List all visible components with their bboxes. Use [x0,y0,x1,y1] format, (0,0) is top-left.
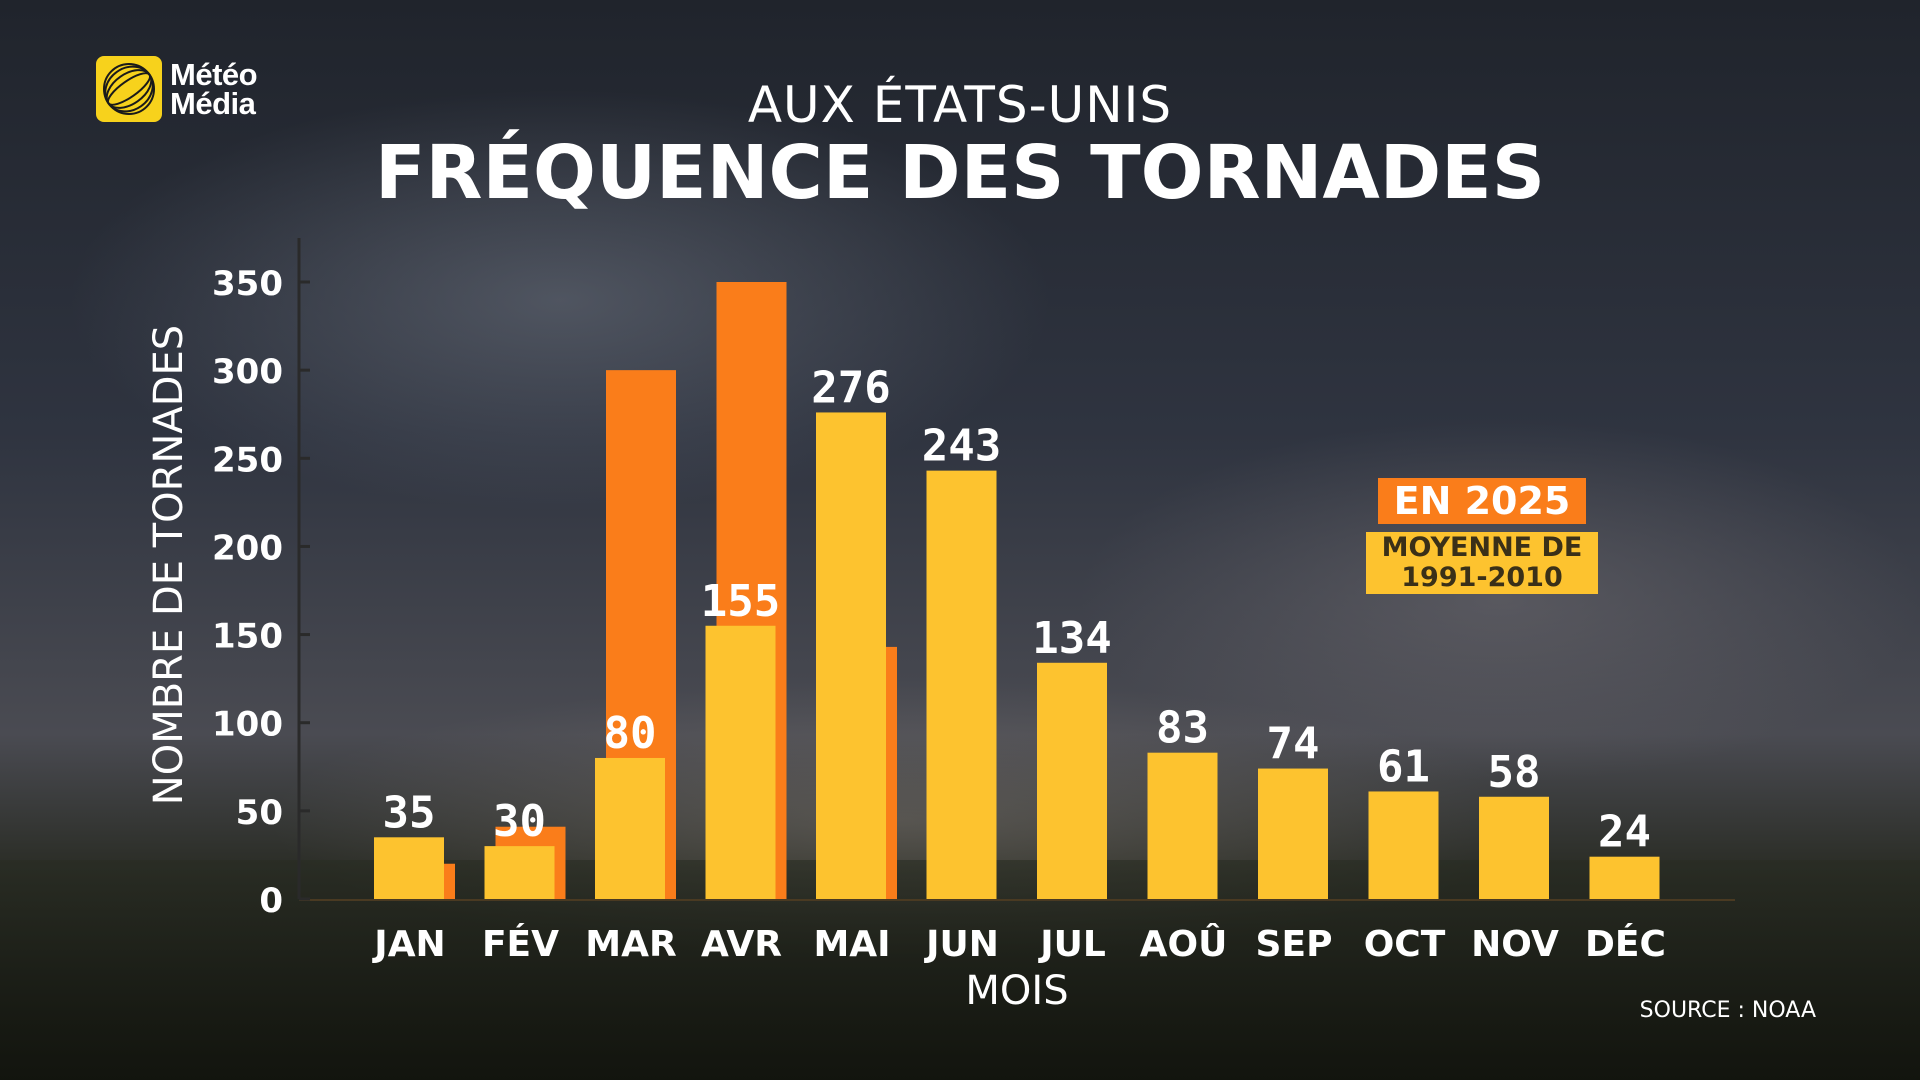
x-tick-label-aoû: AOÛ [1140,923,1228,965]
bar-average-déc [1589,856,1660,899]
bar-average-mar [595,757,665,899]
logo-line-1: Météo [170,57,258,92]
data-label-oct: 61 [1377,741,1430,792]
data-label-aoû: 83 [1156,703,1209,754]
x-tick-label-jun: JUN [923,924,999,965]
data-label-nov: 58 [1488,747,1541,798]
chart-title: FRÉQUENCE DES TORNADES [374,130,1546,216]
x-tick-label-déc: DÉC [1585,923,1666,965]
y-tick-label: 350 [212,264,283,304]
data-label-jun: 243 [922,421,1001,472]
legend-average: MOYENNE DE 1991-2010 [1366,532,1598,594]
bar-average-fév [484,846,555,899]
y-tick-label: 0 [259,881,283,921]
y-tick-label: 150 [212,617,283,657]
bar-average-oct [1368,791,1439,899]
x-axis-label: MOIS [965,968,1069,1014]
logo-line-2: Média [170,86,256,121]
bar-average-sep [1258,768,1328,899]
legend-average-line2: 1991-2010 [1401,562,1563,593]
meteomedia-logo: Météo Média [96,56,258,122]
data-label-mai: 276 [811,362,890,413]
x-tick-label-mai: MAI [813,924,890,965]
x-tick-label-oct: OCT [1364,924,1446,965]
globe-icon [96,56,162,122]
x-tick-label-avr: AVR [701,924,782,965]
x-tick-label-jul: JUL [1037,924,1106,965]
data-label-mar: 80 [604,708,657,759]
bar-average-jun [926,470,997,899]
bar-average-jan [374,837,444,899]
bar-average-avr [705,625,776,899]
y-tick-label: 200 [212,528,283,568]
legend-2025: EN 2025 [1378,478,1586,524]
bar-average-jul [1037,662,1107,899]
bar-average-aoû [1147,752,1218,899]
bar-average-mai [816,412,886,899]
chart-subtitle: AUX ÉTATS-UNIS [747,76,1173,134]
data-label-avr: 155 [701,576,780,627]
data-label-sep: 74 [1267,719,1320,770]
y-tick-label: 300 [212,352,283,392]
y-tick-label: 250 [212,440,283,480]
data-label-déc: 24 [1598,807,1651,858]
logo-text: Météo Média [170,57,258,121]
bar-average-nov [1479,796,1549,899]
source-note: SOURCE : NOAA [1639,998,1816,1023]
x-tick-label-sep: SEP [1256,924,1333,965]
x-tick-label-mar: MAR [585,924,676,965]
data-label-jan: 35 [383,787,436,838]
x-tick-label-nov: NOV [1471,924,1559,965]
data-label-fév: 30 [493,796,546,847]
x-tick-label-fév: FÉV [482,923,559,965]
y-tick-label: 50 [236,793,283,833]
x-tick-label-jan: JAN [371,924,445,965]
legend-average-line1: MOYENNE DE [1381,532,1583,563]
y-tick-label: 100 [212,705,283,745]
data-label-jul: 134 [1032,613,1111,664]
